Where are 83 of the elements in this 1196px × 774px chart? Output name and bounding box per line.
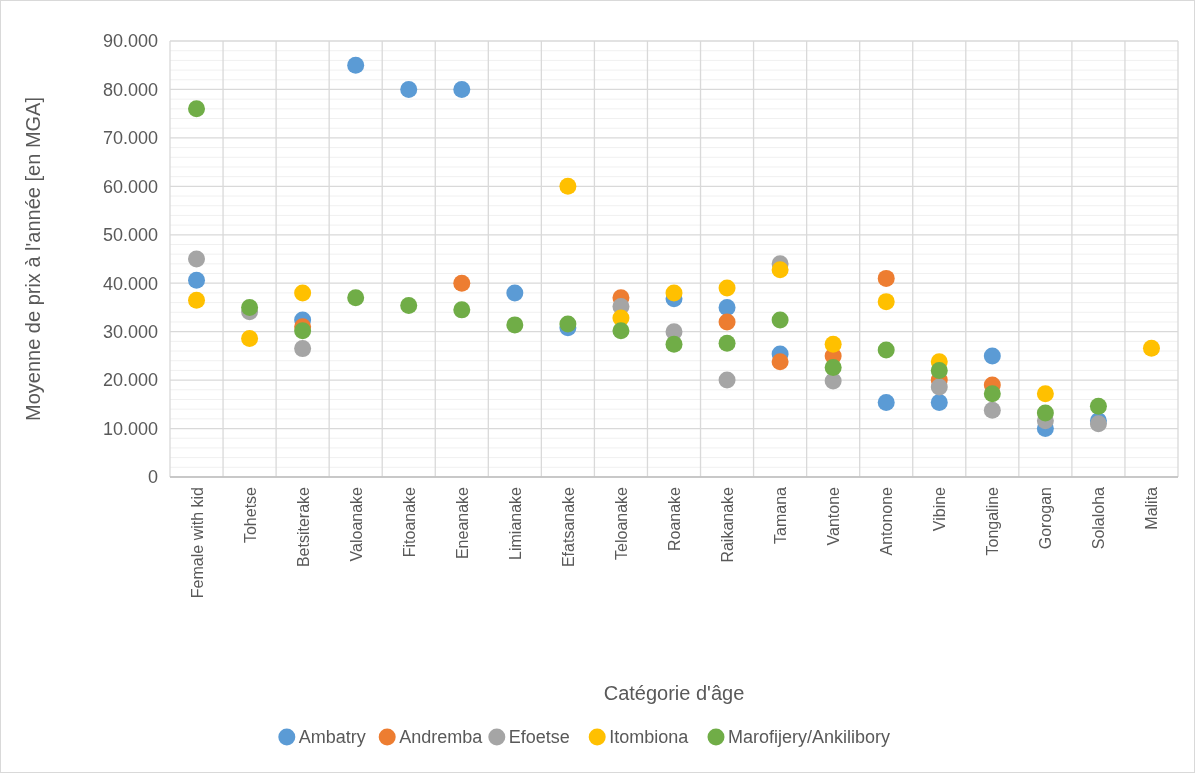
point bbox=[294, 340, 312, 358]
y-tick-label: 90.000 bbox=[102, 31, 158, 52]
x-tick-label: Tamana bbox=[772, 486, 790, 544]
y-tick-label: 40.000 bbox=[102, 273, 158, 294]
point bbox=[718, 334, 736, 352]
point bbox=[877, 341, 895, 359]
point bbox=[294, 284, 312, 302]
point bbox=[824, 359, 842, 377]
point bbox=[188, 250, 206, 268]
point bbox=[930, 393, 948, 411]
point bbox=[1036, 385, 1054, 403]
x-tick-label: Female with kid bbox=[188, 487, 206, 599]
point bbox=[188, 100, 206, 118]
point bbox=[718, 298, 736, 316]
point bbox=[983, 401, 1001, 419]
point bbox=[559, 177, 577, 195]
x-tick-label: Gorogan bbox=[1037, 487, 1055, 550]
x-tick-label: Roanake bbox=[666, 486, 683, 552]
point bbox=[241, 298, 259, 316]
y-tick-label: 60.000 bbox=[102, 176, 158, 197]
point bbox=[1036, 404, 1054, 422]
x-tick-label: Eneanake bbox=[453, 486, 471, 560]
y-tick-label: 70.000 bbox=[102, 128, 158, 149]
legend-label: Andremba bbox=[399, 727, 484, 747]
point bbox=[718, 371, 736, 389]
x-tick-label: Vibine bbox=[931, 486, 949, 532]
point bbox=[771, 311, 789, 329]
x-tick-label: Fitoanake bbox=[400, 486, 418, 558]
point bbox=[453, 301, 471, 319]
point bbox=[877, 269, 895, 287]
point bbox=[930, 361, 948, 379]
point bbox=[665, 284, 683, 302]
point bbox=[294, 322, 312, 340]
y-tick-label: 20.000 bbox=[102, 370, 158, 391]
y-axis-title: Moyenne de prix à l'année [en MGA] bbox=[22, 96, 44, 422]
point bbox=[1142, 339, 1160, 357]
x-tick-label: Tongaline bbox=[984, 486, 1002, 556]
point bbox=[877, 393, 895, 411]
point bbox=[188, 291, 206, 309]
y-tick-label: 0 bbox=[147, 467, 158, 488]
point bbox=[983, 385, 1001, 403]
point bbox=[612, 322, 630, 340]
legend-label: Efoetse bbox=[508, 727, 570, 747]
legend-label: Marofijery/Ankilibory bbox=[728, 727, 891, 747]
point bbox=[771, 353, 789, 371]
point bbox=[665, 335, 683, 353]
point bbox=[718, 313, 736, 331]
y-tick-label: 30.000 bbox=[102, 321, 158, 342]
point bbox=[559, 315, 577, 333]
point bbox=[453, 274, 471, 292]
x-tick-label: Teloanake bbox=[612, 486, 630, 560]
point bbox=[1089, 397, 1107, 415]
point bbox=[930, 378, 948, 396]
x-tick-label: Solaloha bbox=[1090, 486, 1108, 550]
point bbox=[241, 329, 259, 347]
point bbox=[347, 56, 365, 74]
legend-label: Itombiona bbox=[609, 727, 690, 747]
x-tick-label: Valoanake bbox=[347, 486, 365, 562]
legend-label: Ambatry bbox=[298, 727, 366, 747]
x-tick-label: Vantone bbox=[825, 486, 843, 546]
point bbox=[718, 279, 736, 297]
x-tick-label: Malita bbox=[1143, 486, 1161, 530]
point bbox=[347, 289, 365, 307]
x-tick-label: Limianake bbox=[506, 486, 524, 560]
point bbox=[188, 271, 206, 289]
point bbox=[877, 293, 895, 311]
x-tick-label: Betsiterake bbox=[294, 486, 312, 568]
point bbox=[506, 284, 524, 302]
y-tick-label: 50.000 bbox=[102, 225, 158, 246]
point bbox=[983, 347, 1001, 365]
point bbox=[400, 80, 418, 98]
x-tick-label: Efatsanake bbox=[559, 486, 577, 568]
x-tick-label: Tohetse bbox=[241, 486, 259, 544]
x-tick-label: Antonone bbox=[878, 486, 896, 556]
point bbox=[771, 261, 789, 279]
point bbox=[400, 297, 418, 315]
point bbox=[824, 335, 842, 353]
point bbox=[506, 316, 524, 334]
y-tick-label: 10.000 bbox=[102, 418, 158, 439]
x-tick-label: Raikanake bbox=[719, 486, 737, 563]
y-tick-label: 80.000 bbox=[102, 79, 158, 100]
x-axis-title: Catégorie d'âge bbox=[603, 682, 745, 704]
point bbox=[453, 80, 471, 98]
